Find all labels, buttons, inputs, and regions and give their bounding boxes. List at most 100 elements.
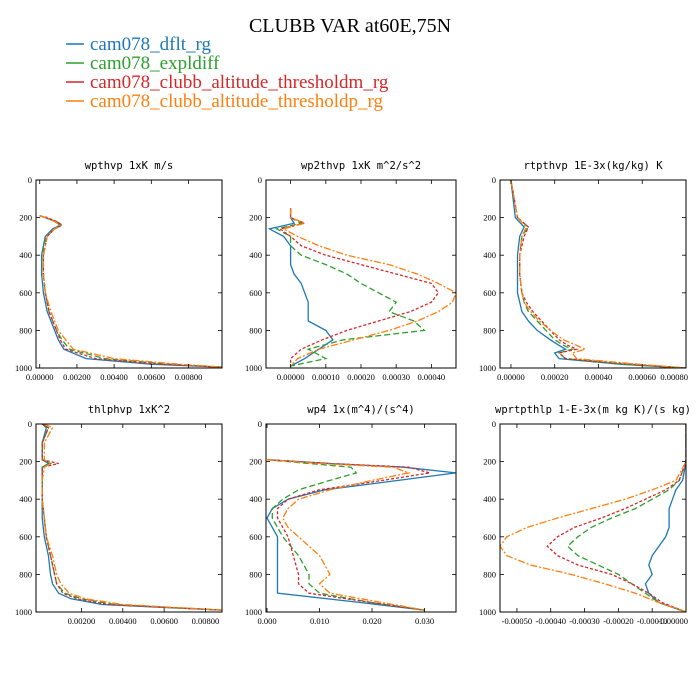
y-tick-label: 800 bbox=[19, 325, 32, 335]
x-tick-label: 0.00020 bbox=[347, 372, 375, 382]
y-tick-label: 400 bbox=[483, 250, 496, 260]
x-tick-label: 0.00600 bbox=[138, 372, 166, 382]
series-line bbox=[644, 424, 686, 612]
x-tick-label: 0.00010 bbox=[312, 372, 340, 382]
series-line bbox=[546, 424, 686, 612]
y-tick-label: 800 bbox=[19, 569, 32, 579]
chart-panel: wp2thvp 1xK m^2/s^2 0 200 400 600 800 1000 0.00… bbox=[245, 160, 457, 382]
series-line bbox=[39, 215, 222, 368]
y-tick-label: 600 bbox=[249, 288, 262, 298]
x-tick-label: 0.00040 bbox=[418, 372, 446, 382]
x-tick-label: 0.00400 bbox=[109, 616, 137, 626]
y-tick-label: 0 bbox=[492, 419, 496, 429]
series-line bbox=[41, 424, 222, 611]
y-tick-label: 1000 bbox=[479, 363, 496, 373]
series-line bbox=[510, 180, 686, 368]
series-line bbox=[41, 424, 222, 611]
y-tick-label: 600 bbox=[19, 288, 32, 298]
y-tick-label: 0 bbox=[258, 175, 262, 185]
figure-title: CLUBB VAR at60E,75N bbox=[249, 15, 451, 37]
x-tick-label: 0.00080 bbox=[660, 372, 688, 382]
series-line bbox=[281, 208, 456, 367]
y-tick-label: 0 bbox=[492, 175, 496, 185]
x-tick-label: -0.00010 bbox=[637, 616, 667, 626]
series-line bbox=[39, 215, 222, 368]
series-line bbox=[39, 215, 222, 368]
x-tick-label: 0.00800 bbox=[192, 616, 220, 626]
y-tick-label: 400 bbox=[19, 494, 32, 504]
x-tick-label: 0.030 bbox=[415, 616, 434, 626]
x-tick-label: 0.00000 bbox=[497, 372, 525, 382]
series-line bbox=[274, 208, 426, 367]
series-line bbox=[41, 424, 222, 611]
y-tick-label: 200 bbox=[249, 213, 262, 223]
panel-title: wp4 1x(m^4)/(s^4) bbox=[307, 404, 414, 416]
chart-panel: thlphvp 1xK^2 0 200 400 600 800 1000 0.00200 0.0… bbox=[15, 404, 223, 626]
series-line bbox=[510, 180, 686, 368]
panel-title: rtpthvp 1E-3x(kg/kg) K bbox=[523, 160, 663, 172]
legend-label: cam078_expldiff bbox=[90, 53, 220, 74]
x-tick-label: 0.00800 bbox=[175, 372, 203, 382]
y-tick-label: 400 bbox=[249, 494, 262, 504]
panel-title: wp2thvp 1xK m^2/s^2 bbox=[301, 160, 421, 172]
y-tick-label: 1000 bbox=[245, 607, 262, 617]
series-line bbox=[266, 459, 425, 611]
legend-label: cam078_clubb_altitude_thresholdm_rg bbox=[90, 72, 389, 93]
y-tick-label: 0 bbox=[28, 419, 32, 429]
y-tick-label: 1000 bbox=[15, 607, 32, 617]
x-tick-label: 0.00600 bbox=[150, 616, 178, 626]
x-tick-label: -0.00030 bbox=[569, 616, 599, 626]
plot-frame bbox=[499, 179, 687, 369]
y-tick-label: 200 bbox=[249, 457, 262, 467]
x-tick-label: 0.00040 bbox=[585, 372, 613, 382]
series-line bbox=[510, 180, 686, 368]
x-tick-label: 0.00200 bbox=[63, 372, 91, 382]
y-tick-label: 800 bbox=[249, 325, 262, 335]
y-tick-label: 600 bbox=[483, 532, 496, 542]
series-line bbox=[278, 208, 440, 367]
y-tick-label: 600 bbox=[19, 532, 32, 542]
y-tick-label: 200 bbox=[483, 457, 496, 467]
panel-title: wprtpthlp 1-E-3x(m kg K)/(s kg) bbox=[495, 404, 691, 416]
series-line bbox=[500, 424, 686, 612]
legend: cam078_dflt_rgcam078_expldiffcam078_club… bbox=[66, 34, 389, 112]
y-tick-label: 400 bbox=[249, 250, 262, 260]
y-tick-label: 200 bbox=[19, 457, 32, 467]
x-tick-label: 0.020 bbox=[362, 616, 381, 626]
series-line bbox=[267, 208, 334, 367]
x-tick-label: -0.00000 bbox=[658, 616, 688, 626]
series-line bbox=[266, 459, 425, 611]
x-tick-label: -0.00050 bbox=[502, 616, 532, 626]
x-tick-label: 0.00000 bbox=[277, 372, 305, 382]
series-line bbox=[266, 459, 430, 611]
series-line bbox=[41, 424, 222, 611]
y-tick-label: 0 bbox=[28, 175, 32, 185]
plot-frame bbox=[35, 179, 223, 369]
series-line bbox=[39, 215, 222, 368]
y-tick-label: 1000 bbox=[245, 363, 262, 373]
x-tick-label: 0.00200 bbox=[68, 616, 96, 626]
legend-label: cam078_clubb_altitude_thresholdp_rg bbox=[90, 91, 384, 112]
y-tick-label: 800 bbox=[249, 569, 262, 579]
panel-title: thlphvp 1xK^2 bbox=[88, 404, 170, 416]
y-tick-label: 800 bbox=[483, 325, 496, 335]
x-tick-label: -0.00020 bbox=[603, 616, 633, 626]
y-tick-label: 0 bbox=[258, 419, 262, 429]
y-tick-label: 600 bbox=[483, 288, 496, 298]
y-tick-label: 400 bbox=[483, 494, 496, 504]
x-tick-label: 0.00400 bbox=[100, 372, 128, 382]
y-tick-label: 1000 bbox=[479, 607, 496, 617]
x-tick-label: -0.00040 bbox=[535, 616, 565, 626]
series-line bbox=[510, 180, 686, 368]
series-line bbox=[266, 459, 456, 611]
x-tick-label: 0.010 bbox=[310, 616, 329, 626]
plot-frame bbox=[499, 423, 687, 613]
series-line bbox=[566, 424, 686, 612]
panel-title: wpthvp 1xK m/s bbox=[85, 160, 174, 172]
plot-frame bbox=[265, 423, 457, 613]
y-tick-label: 600 bbox=[249, 532, 262, 542]
